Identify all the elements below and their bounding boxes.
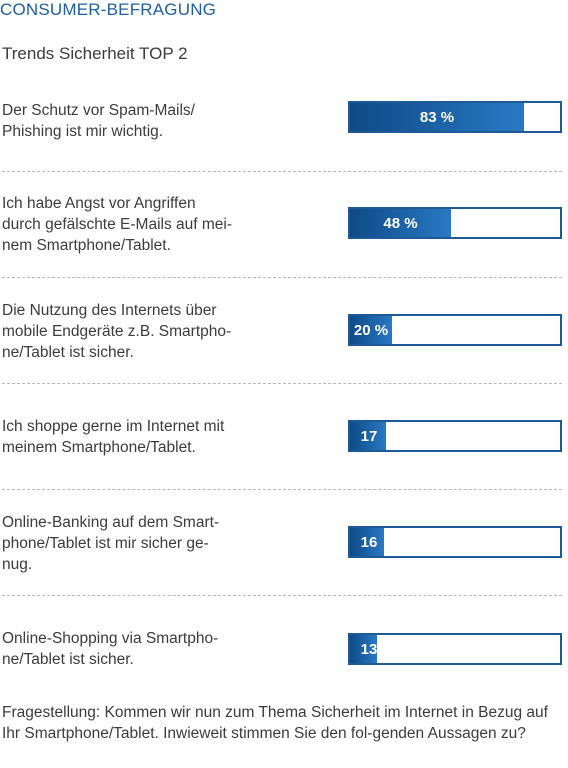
statement-line: Online-Shopping via Smartpho- [2, 630, 219, 647]
statement-line: Online-Banking auf dem Smart- [2, 514, 220, 531]
bar-value-label: 48 % [383, 214, 418, 232]
statement-line: nem Smartphone/Tablet. [2, 237, 171, 254]
bar [350, 316, 392, 344]
statement-label: Ich habe Angst vor Angriffen durch gefäls… [2, 193, 282, 256]
bar-frame: 48 % [348, 207, 562, 239]
statement-line: durch gefälschte E-Mails auf mei- [2, 216, 233, 233]
statement-line: Phishing ist mir wichtig. [2, 123, 164, 140]
bar-frame: 83 % [348, 101, 562, 133]
bar-frame: 13 [348, 633, 562, 665]
bar-frame: 17 [348, 420, 562, 452]
bar [350, 209, 451, 237]
question-footnote: Fragestellung: Kommen wir nun zum Thema … [2, 704, 548, 742]
statement-line: Der Schutz vor Spam-Mails/ [2, 102, 195, 119]
row-divider [2, 383, 562, 384]
statement-line: ne/Tablet ist sicher. [2, 344, 134, 361]
bar [350, 528, 384, 556]
section-title: CONSUMER-BEFRAGUNG [0, 0, 217, 19]
row-divider [2, 489, 562, 490]
statement-line: meinem Smartphone/Tablet. [2, 439, 196, 456]
bar-value-label: 16 [360, 533, 378, 551]
statement-label: Der Schutz vor Spam-Mails/Phishing ist m… [2, 100, 282, 142]
chart-title: Trends Sicherheit TOP 2 [2, 44, 188, 63]
bar-value-label: 13 [360, 640, 378, 658]
row-divider [2, 171, 562, 172]
statement-line: ne/Tablet ist sicher. [2, 651, 134, 668]
statement-line: mobile Endgeräte z.B. Smartpho- [2, 323, 232, 340]
bar-value-label: 17 [360, 427, 378, 445]
bar-frame: 20 % [348, 314, 562, 346]
bar-value-label: 20 % [353, 321, 389, 339]
statement-label: Die Nutzung des Internets über mobile End… [2, 300, 282, 363]
bar [350, 635, 377, 663]
statement-line: Ich shoppe gerne im Internet mit [2, 418, 225, 435]
statement-line: phone/Tablet ist mir sicher ge- [2, 535, 209, 552]
row-divider [2, 277, 562, 278]
statement-line: nug. [2, 556, 33, 573]
bar [350, 103, 524, 131]
statement-label: Ich shoppe gerne im Internet mit meinem S… [2, 416, 282, 458]
statement-label: Online-Banking auf dem Smart-phone/Table… [2, 512, 282, 575]
row-divider [2, 595, 562, 596]
statement-label: Online-Shopping via Smartpho-ne/Tablet i… [2, 628, 282, 670]
bar-value-label: 83 % [419, 108, 455, 126]
bar [350, 422, 386, 450]
statement-line: Ich habe Angst vor Angriffen [2, 195, 196, 212]
statement-line: Die Nutzung des Internets über [2, 302, 217, 319]
bar-frame: 16 [348, 526, 562, 558]
